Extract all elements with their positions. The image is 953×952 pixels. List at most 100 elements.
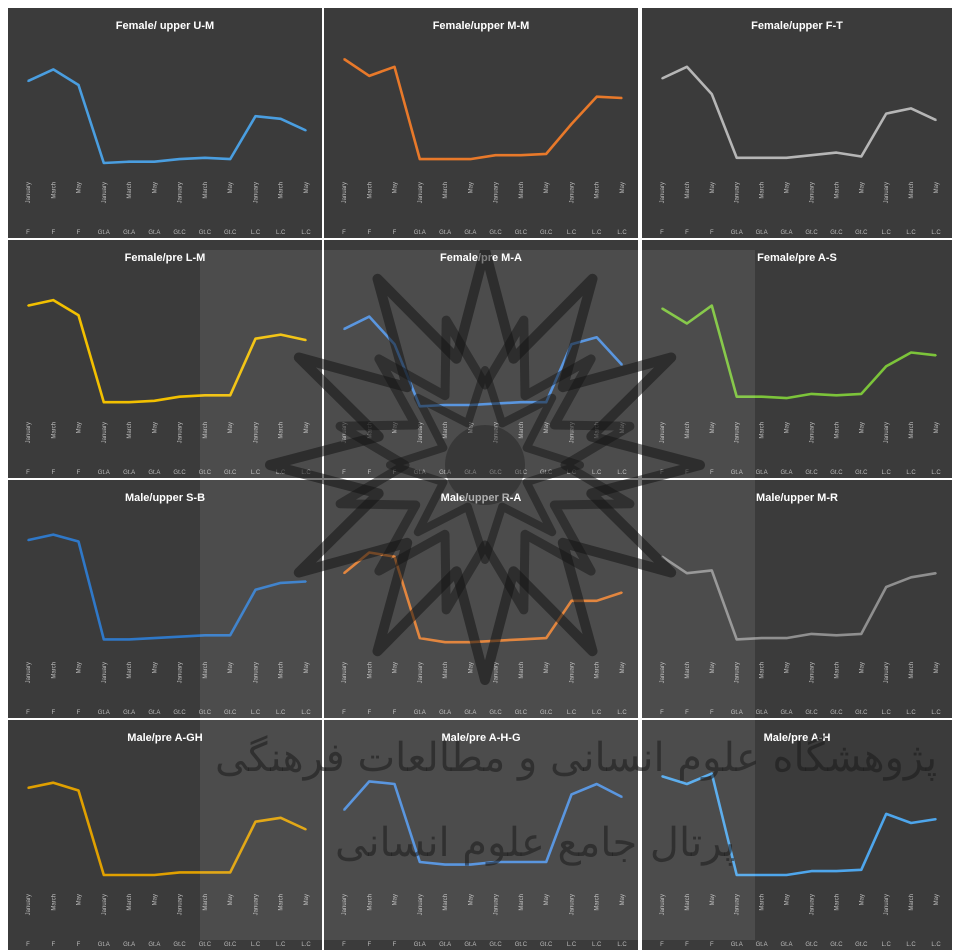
x-group-label: Gt.C: [173, 942, 186, 948]
x-tick-label: January: [884, 662, 890, 683]
data-point: [343, 809, 345, 811]
data-point: [661, 775, 663, 777]
x-tick-label: January: [660, 422, 666, 443]
series-line: [661, 304, 937, 400]
chart-title: Female/pre L-M: [124, 252, 206, 264]
x-group-label: L.C: [251, 710, 261, 716]
x-group-label: Gt.C: [805, 230, 818, 236]
chart-panel-8: Male/upper R-A January F March F May F January G…: [324, 480, 638, 718]
x-tick-label: January: [810, 182, 816, 203]
data-point: [254, 820, 257, 823]
x-group-label: F: [660, 710, 664, 716]
data-point: [368, 551, 371, 554]
x-tick-label: January: [810, 662, 816, 683]
chart-panel-5: Female/pre M-A January F March F May F January G…: [324, 240, 638, 478]
data-point: [103, 401, 105, 403]
x-group-label: F: [710, 942, 714, 948]
data-point: [229, 634, 231, 637]
x-group-label: L.C: [276, 710, 286, 716]
data-point: [835, 394, 838, 397]
data-point: [860, 633, 863, 635]
data-point: [860, 155, 863, 158]
x-group-label: Gt.A: [98, 470, 110, 476]
series-line: [661, 65, 937, 160]
x-group-label: Gt.C: [199, 470, 212, 476]
chart-title: Male/pre A-H-G: [441, 732, 521, 744]
data-point: [595, 600, 598, 602]
data-point: [77, 84, 80, 86]
x-group-label: F: [342, 710, 346, 716]
x-group-label: F: [342, 230, 346, 236]
x-group-label: Gt.C: [855, 942, 868, 948]
x-tick-label: March: [519, 662, 525, 679]
data-point: [595, 783, 598, 785]
x-tick-label: January: [570, 182, 576, 203]
x-tick-label: May: [710, 662, 716, 673]
data-point: [305, 129, 307, 132]
x-tick-label: January: [494, 422, 500, 443]
x-tick-label: March: [51, 182, 57, 199]
x-group-label: Gt.C: [224, 230, 237, 236]
x-group-label: F: [710, 230, 714, 236]
data-point: [52, 299, 55, 301]
x-group-label: L.C: [592, 710, 602, 716]
data-point: [444, 158, 446, 160]
data-point: [910, 822, 912, 824]
chart-title: Male/pre A-GH: [127, 732, 203, 744]
data-point: [27, 304, 29, 307]
data-point: [760, 874, 763, 876]
x-tick-label: May: [859, 182, 865, 193]
data-point: [178, 158, 181, 160]
x-group-label: Gt.C: [805, 710, 818, 716]
x-tick-label: January: [494, 182, 500, 203]
x-tick-label: March: [127, 422, 133, 439]
x-tick-label: January: [26, 182, 32, 203]
x-group-label: Gt.A: [439, 942, 451, 948]
x-tick-label: January: [102, 894, 108, 915]
data-point: [711, 772, 713, 775]
data-point: [27, 787, 29, 789]
data-point: [885, 112, 887, 115]
data-point: [494, 154, 497, 156]
data-point: [910, 107, 912, 110]
x-group-label: Gt.A: [123, 470, 135, 476]
x-group-label: Gt.A: [414, 470, 426, 476]
x-tick-label: May: [544, 182, 550, 193]
x-group-label: Gt.A: [414, 710, 426, 716]
chart-panel-11: Male/pre A-H-G January F March F May F January G…: [324, 720, 638, 950]
x-tick-label: May: [859, 662, 865, 673]
series-line: [27, 533, 307, 641]
x-tick-label: March: [279, 182, 285, 199]
data-point: [785, 874, 788, 876]
x-group-label: L.C: [592, 942, 602, 948]
x-tick-label: May: [468, 662, 474, 673]
x-group-label: L.C: [931, 230, 941, 236]
series-line: [661, 772, 937, 877]
x-tick-label: January: [810, 894, 816, 915]
x-group-label: Gt.C: [855, 470, 868, 476]
chart-title: Male/upper S-B: [124, 492, 206, 504]
x-tick-label: January: [884, 182, 890, 203]
x-tick-label: May: [544, 662, 550, 673]
line-chart: January F March F May F January Gt.A March Gt.A Ma…: [660, 304, 941, 476]
data-point: [305, 339, 307, 341]
series-line: [343, 57, 623, 161]
data-point: [810, 870, 813, 872]
chart-panel-7: Male/upper S-B January F March F May F January G…: [8, 480, 322, 718]
x-tick-label: January: [254, 422, 260, 443]
x-group-label: L.C: [567, 710, 577, 716]
x-group-label: L.C: [592, 230, 602, 236]
x-group-label: Gt.A: [414, 230, 426, 236]
data-point: [494, 402, 497, 405]
data-point: [570, 793, 573, 796]
chart-title: Female/pre A-S: [757, 252, 837, 264]
x-tick-label: March: [760, 422, 766, 439]
x-group-label: Gt.A: [464, 710, 476, 716]
line-chart: January F March F May F January Gt.A March Gt.A Ma…: [342, 551, 627, 716]
x-tick-label: January: [884, 894, 890, 915]
x-tick-label: January: [342, 422, 348, 443]
x-group-label: Gt.A: [414, 942, 426, 948]
x-tick-label: May: [859, 894, 865, 905]
data-point: [52, 533, 55, 536]
